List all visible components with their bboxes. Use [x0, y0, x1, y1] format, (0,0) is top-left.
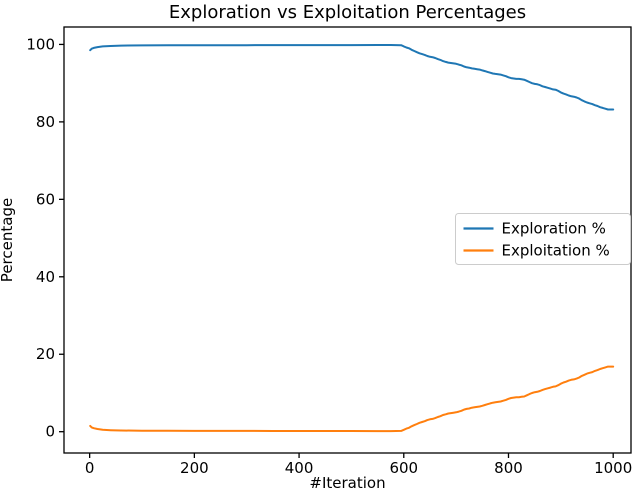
x-axis-ticks: 0 200 400 600 800 1000	[85, 453, 632, 477]
x-tick-label: 800	[494, 459, 523, 477]
y-axis-label: Percentage	[0, 198, 16, 282]
series-line	[89, 365, 615, 433]
x-tick-label: 400	[285, 459, 314, 477]
x-tick-label: 1000	[594, 459, 632, 477]
y-tick-label: 80	[36, 113, 55, 131]
y-tick-label: 0	[45, 423, 55, 441]
x-axis-label: #Iteration	[309, 474, 385, 492]
chart-title: Exploration vs Exploitation Percentages	[169, 2, 526, 23]
series-lines	[89, 44, 615, 433]
x-tick-label: 0	[85, 459, 95, 477]
y-tick-label: 60	[36, 190, 55, 208]
legend: Exploration % Exploitation %	[455, 213, 631, 265]
x-tick-label: 200	[180, 459, 209, 477]
y-tick-label: 100	[26, 35, 55, 53]
legend-label: Exploration %	[502, 220, 606, 238]
legend-box	[455, 213, 631, 265]
y-tick-label: 20	[36, 345, 55, 363]
x-tick-label: 600	[389, 459, 418, 477]
y-axis-ticks: 0 20 40 60 80 100	[26, 35, 64, 441]
y-tick-label: 40	[36, 268, 55, 286]
series-line	[89, 44, 615, 111]
legend-label: Exploitation %	[502, 242, 610, 260]
